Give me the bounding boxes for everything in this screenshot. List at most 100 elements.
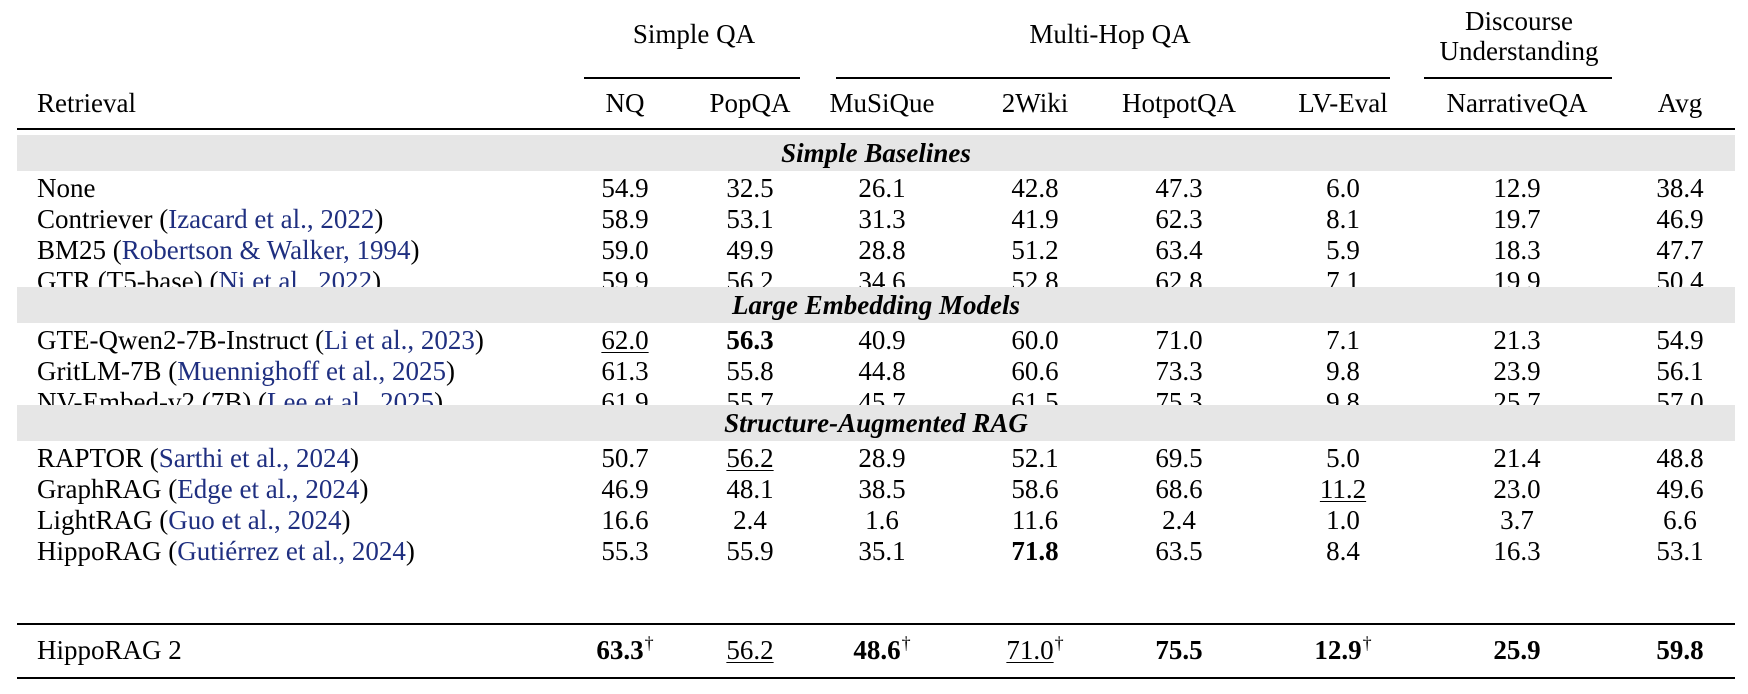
cell-value: 12.9 bbox=[1493, 173, 1541, 203]
table-cell: 23.9 bbox=[1442, 358, 1592, 385]
table-cell: 19.7 bbox=[1442, 206, 1592, 233]
table-cell: 50.7 bbox=[550, 445, 700, 472]
method-name: GraphRAG ( bbox=[37, 474, 178, 504]
citation-link[interactable]: Li et al., 2023 bbox=[324, 325, 475, 355]
cell-value: 47.7 bbox=[1656, 235, 1704, 265]
table-cell: 11.6 bbox=[960, 507, 1110, 534]
cell-value: 31.3 bbox=[858, 204, 906, 234]
cell-value: 63.3 bbox=[596, 635, 644, 665]
table-cell: 53.1 bbox=[1605, 538, 1748, 565]
table-cell: 46.9 bbox=[550, 476, 700, 503]
table-cell: 71.0† bbox=[960, 634, 1110, 664]
cell-value: 58.6 bbox=[1011, 474, 1059, 504]
table-cell: 59.8 bbox=[1605, 637, 1748, 664]
table-cell: 12.9 bbox=[1442, 175, 1592, 202]
citation-link[interactable]: Edge et al., 2024 bbox=[177, 474, 360, 504]
table-cell: 28.8 bbox=[807, 237, 957, 264]
table-cell: 16.3 bbox=[1442, 538, 1592, 565]
group-rule-discourse bbox=[1424, 77, 1612, 79]
table-cell: 63.5 bbox=[1104, 538, 1254, 565]
column-header-avg: Avg bbox=[1657, 88, 1703, 118]
citation-link[interactable]: Robertson & Walker, 1994 bbox=[121, 235, 411, 265]
row-label: HippoRAG 2 bbox=[37, 635, 182, 665]
table-cell: 18.3 bbox=[1442, 237, 1592, 264]
method-name: HippoRAG ( bbox=[37, 536, 178, 566]
table-cell: 2.4 bbox=[1104, 507, 1254, 534]
table-cell: 32.5 bbox=[675, 175, 825, 202]
table-cell: 62.0 bbox=[550, 327, 700, 354]
cell-value: 16.6 bbox=[601, 505, 649, 535]
method-name: RAPTOR ( bbox=[37, 443, 159, 473]
cell-value: 48.8 bbox=[1656, 443, 1704, 473]
cell-value: 50.7 bbox=[601, 443, 649, 473]
table-cell: 3.7 bbox=[1442, 507, 1592, 534]
cell-value: 71.8 bbox=[1011, 536, 1059, 566]
close-paren: ) bbox=[410, 235, 420, 265]
cell-value: 6.0 bbox=[1326, 173, 1360, 203]
row-label: GraphRAG (Edge et al., 2024) bbox=[37, 476, 368, 503]
group-rule-multi-hop-qa bbox=[836, 77, 1390, 79]
row-label: GritLM-7B (Muennighoff et al., 2025) bbox=[37, 358, 455, 385]
table-cell: 44.8 bbox=[807, 358, 957, 385]
cell-value: 42.8 bbox=[1011, 173, 1059, 203]
cell-value: 40.9 bbox=[858, 325, 906, 355]
citation-link[interactable]: Sarthi et al., 2024 bbox=[158, 443, 350, 473]
cell-value: 25.9 bbox=[1493, 635, 1541, 665]
table-cell: 1.6 bbox=[807, 507, 957, 534]
cell-value: 63.4 bbox=[1155, 235, 1203, 265]
table-cell: 8.4 bbox=[1268, 538, 1418, 565]
cell-value: 61.3 bbox=[601, 356, 649, 386]
cell-value: 51.2 bbox=[1011, 235, 1059, 265]
table-cell: 47.3 bbox=[1104, 175, 1254, 202]
group-header-line1: Multi-Hop QA bbox=[1029, 19, 1191, 49]
cell-value: 68.6 bbox=[1155, 474, 1203, 504]
table-cell: 1.0 bbox=[1268, 507, 1418, 534]
cell-value: 11.2 bbox=[1319, 474, 1367, 504]
table-cell: 21.3 bbox=[1442, 327, 1592, 354]
table-cell: 55.8 bbox=[675, 358, 825, 385]
cell-value: 56.1 bbox=[1656, 356, 1704, 386]
table-cell: 71.0 bbox=[1104, 327, 1254, 354]
table-cell: 54.9 bbox=[1605, 327, 1748, 354]
method-name: LightRAG ( bbox=[37, 505, 169, 535]
row-label: RAPTOR (Sarthi et al., 2024) bbox=[37, 445, 359, 472]
cell-value: 5.9 bbox=[1326, 235, 1360, 265]
close-paren: ) bbox=[474, 325, 484, 355]
table-cell: 23.0 bbox=[1442, 476, 1592, 503]
citation-link[interactable]: Muennighoff et al., 2025 bbox=[177, 356, 446, 386]
cell-value: 28.8 bbox=[858, 235, 906, 265]
table-cell: 59.0 bbox=[550, 237, 700, 264]
cell-value: 8.1 bbox=[1326, 204, 1360, 234]
citation-link[interactable]: Guo et al., 2024 bbox=[168, 505, 342, 535]
group-header-line1: Simple QA bbox=[632, 19, 756, 49]
table-cell: 55.9 bbox=[675, 538, 825, 565]
citation-link[interactable]: Izacard et al., 2022 bbox=[168, 204, 375, 234]
table-cell: 49.9 bbox=[675, 237, 825, 264]
column-header-retrieval: Retrieval bbox=[37, 88, 136, 118]
row-label: BM25 (Robertson & Walker, 1994) bbox=[37, 237, 419, 264]
table-cell: 31.3 bbox=[807, 206, 957, 233]
table-cell: 16.6 bbox=[550, 507, 700, 534]
cell-value: 38.4 bbox=[1656, 173, 1704, 203]
section-band bbox=[17, 287, 1735, 323]
column-header-nq: NQ bbox=[605, 88, 645, 118]
method-name: GritLM-7B ( bbox=[37, 356, 178, 386]
cell-value: 8.4 bbox=[1326, 536, 1360, 566]
cell-value: 55.9 bbox=[726, 536, 774, 566]
cell-value: 71.0 bbox=[1155, 325, 1203, 355]
bottom-rule bbox=[17, 677, 1735, 679]
cell-value: 59.8 bbox=[1656, 635, 1704, 665]
close-paren: ) bbox=[374, 204, 384, 234]
group-header-multi-hop-qa: Multi-Hop QA bbox=[960, 21, 1260, 48]
table-cell: 2.4 bbox=[675, 507, 825, 534]
cell-value: 56.3 bbox=[726, 325, 774, 355]
section-title: Structure-Augmented RAG bbox=[724, 408, 1028, 438]
table-cell: 69.5 bbox=[1104, 445, 1254, 472]
cell-value: 63.5 bbox=[1155, 536, 1203, 566]
section-title: Simple Baselines bbox=[781, 138, 971, 168]
cell-value: 11.6 bbox=[1011, 505, 1059, 535]
table-cell: 52.1 bbox=[960, 445, 1110, 472]
cell-value: 9.8 bbox=[1326, 356, 1360, 386]
citation-link[interactable]: Gutiérrez et al., 2024 bbox=[177, 536, 406, 566]
